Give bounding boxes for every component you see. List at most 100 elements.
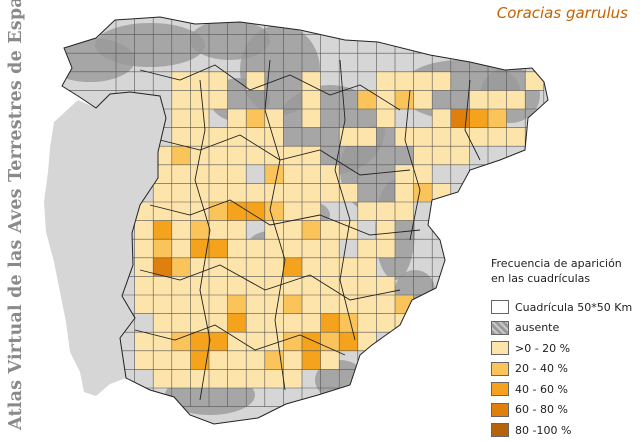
grid-cell (153, 350, 172, 370)
grid-cell (190, 332, 209, 351)
grid-cell (264, 202, 284, 221)
grid-cell (190, 109, 209, 128)
legend-label: 80 -100 % (515, 423, 572, 437)
grid-cell (376, 71, 395, 91)
grid-cell (227, 313, 247, 333)
grid-cell (264, 350, 284, 370)
grid-cell (357, 276, 377, 295)
legend-label: 20 - 40 % (515, 362, 568, 375)
grid-cell (357, 257, 377, 277)
grid-cell (339, 313, 358, 333)
legend-label: 60 - 80 % (515, 403, 568, 416)
grid-cell (283, 239, 302, 258)
grid-cell (283, 276, 302, 295)
grid-cell (264, 295, 284, 314)
grid-cell (339, 295, 358, 314)
grid-cell (246, 257, 265, 277)
grid-cell (264, 313, 284, 333)
grid-cell (283, 295, 302, 314)
grid-cell (171, 202, 191, 221)
grid-cell (134, 257, 154, 277)
grid-cell (171, 109, 191, 128)
grid-cell (246, 202, 265, 221)
grid-cell (283, 202, 302, 221)
grid-cell (209, 71, 228, 91)
grid-cell (432, 146, 451, 165)
grid-cell (432, 127, 451, 147)
grid-cell (246, 276, 265, 295)
province-boundary (149, 199, 421, 236)
base-map (44, 16, 549, 425)
grid-cell (246, 350, 265, 370)
grid-cell (302, 183, 321, 202)
grid-cell (209, 350, 228, 370)
grid-cell (209, 164, 228, 184)
grid-cell (264, 127, 284, 147)
grid-cell (302, 295, 321, 314)
swatch-icon (491, 341, 509, 355)
grid-cell (264, 146, 284, 165)
grid-cell (171, 332, 191, 351)
grid-cell (227, 332, 247, 351)
province-boundary (404, 89, 421, 241)
grid-cell (209, 295, 228, 314)
grid-cell (302, 239, 321, 258)
grid-cell (376, 295, 395, 314)
grid-cell (227, 183, 247, 202)
grid-cell (246, 109, 265, 128)
grid-cell (190, 295, 209, 314)
grid-cell (339, 332, 358, 351)
province-boundary (464, 79, 481, 161)
grid-cell (264, 369, 284, 388)
province-boundary (139, 64, 401, 111)
grid-cell (171, 239, 191, 258)
province-boundary (194, 79, 211, 401)
grid-cell (376, 276, 395, 295)
grid-cell (413, 71, 433, 91)
grid-cell (395, 127, 414, 147)
grid-cell (320, 295, 340, 314)
relief-patch (95, 23, 205, 67)
grid-cell (302, 109, 321, 128)
grid-cell (264, 239, 284, 258)
grid-cell (264, 164, 284, 184)
grid-cell (302, 276, 321, 295)
grid-cell (209, 239, 228, 258)
grid-cell (227, 220, 247, 240)
grid-cell (246, 127, 265, 147)
grid-cell (395, 71, 414, 91)
legend-item-40-60: 40 - 60 % (491, 379, 639, 399)
legend-item-absent: ausente (491, 318, 639, 338)
grid-cell (413, 183, 433, 202)
grid-cell (134, 276, 154, 295)
grid-cell (469, 127, 488, 147)
grid-cell (283, 220, 302, 240)
grid-cell (246, 313, 265, 333)
grid-cell (190, 276, 209, 295)
grid-cell (246, 369, 265, 388)
legend-item-0-20: >0 - 20 % (491, 338, 639, 358)
legend-item-80-100: 80 -100 % (491, 420, 639, 440)
grid-cell (357, 332, 377, 351)
grid-cell (134, 295, 154, 314)
grid-cell (320, 183, 340, 202)
province-boundary (264, 59, 286, 391)
province-boundary (134, 324, 346, 356)
grid-cell (171, 220, 191, 240)
grid-cell (227, 257, 247, 277)
grid-cell (227, 164, 247, 184)
grid-cell (302, 220, 321, 240)
grid-cell (227, 202, 247, 221)
grid-cell (190, 164, 209, 184)
grid-cell (413, 164, 433, 184)
grid-cell (209, 220, 228, 240)
swatch-icon (491, 423, 509, 437)
grid-cell (302, 71, 321, 91)
grid-cell (171, 350, 191, 370)
grid-cell (134, 239, 154, 258)
legend-label: 40 - 60 % (515, 382, 568, 396)
grid-cell (227, 239, 247, 258)
frequency-cells (134, 71, 544, 388)
